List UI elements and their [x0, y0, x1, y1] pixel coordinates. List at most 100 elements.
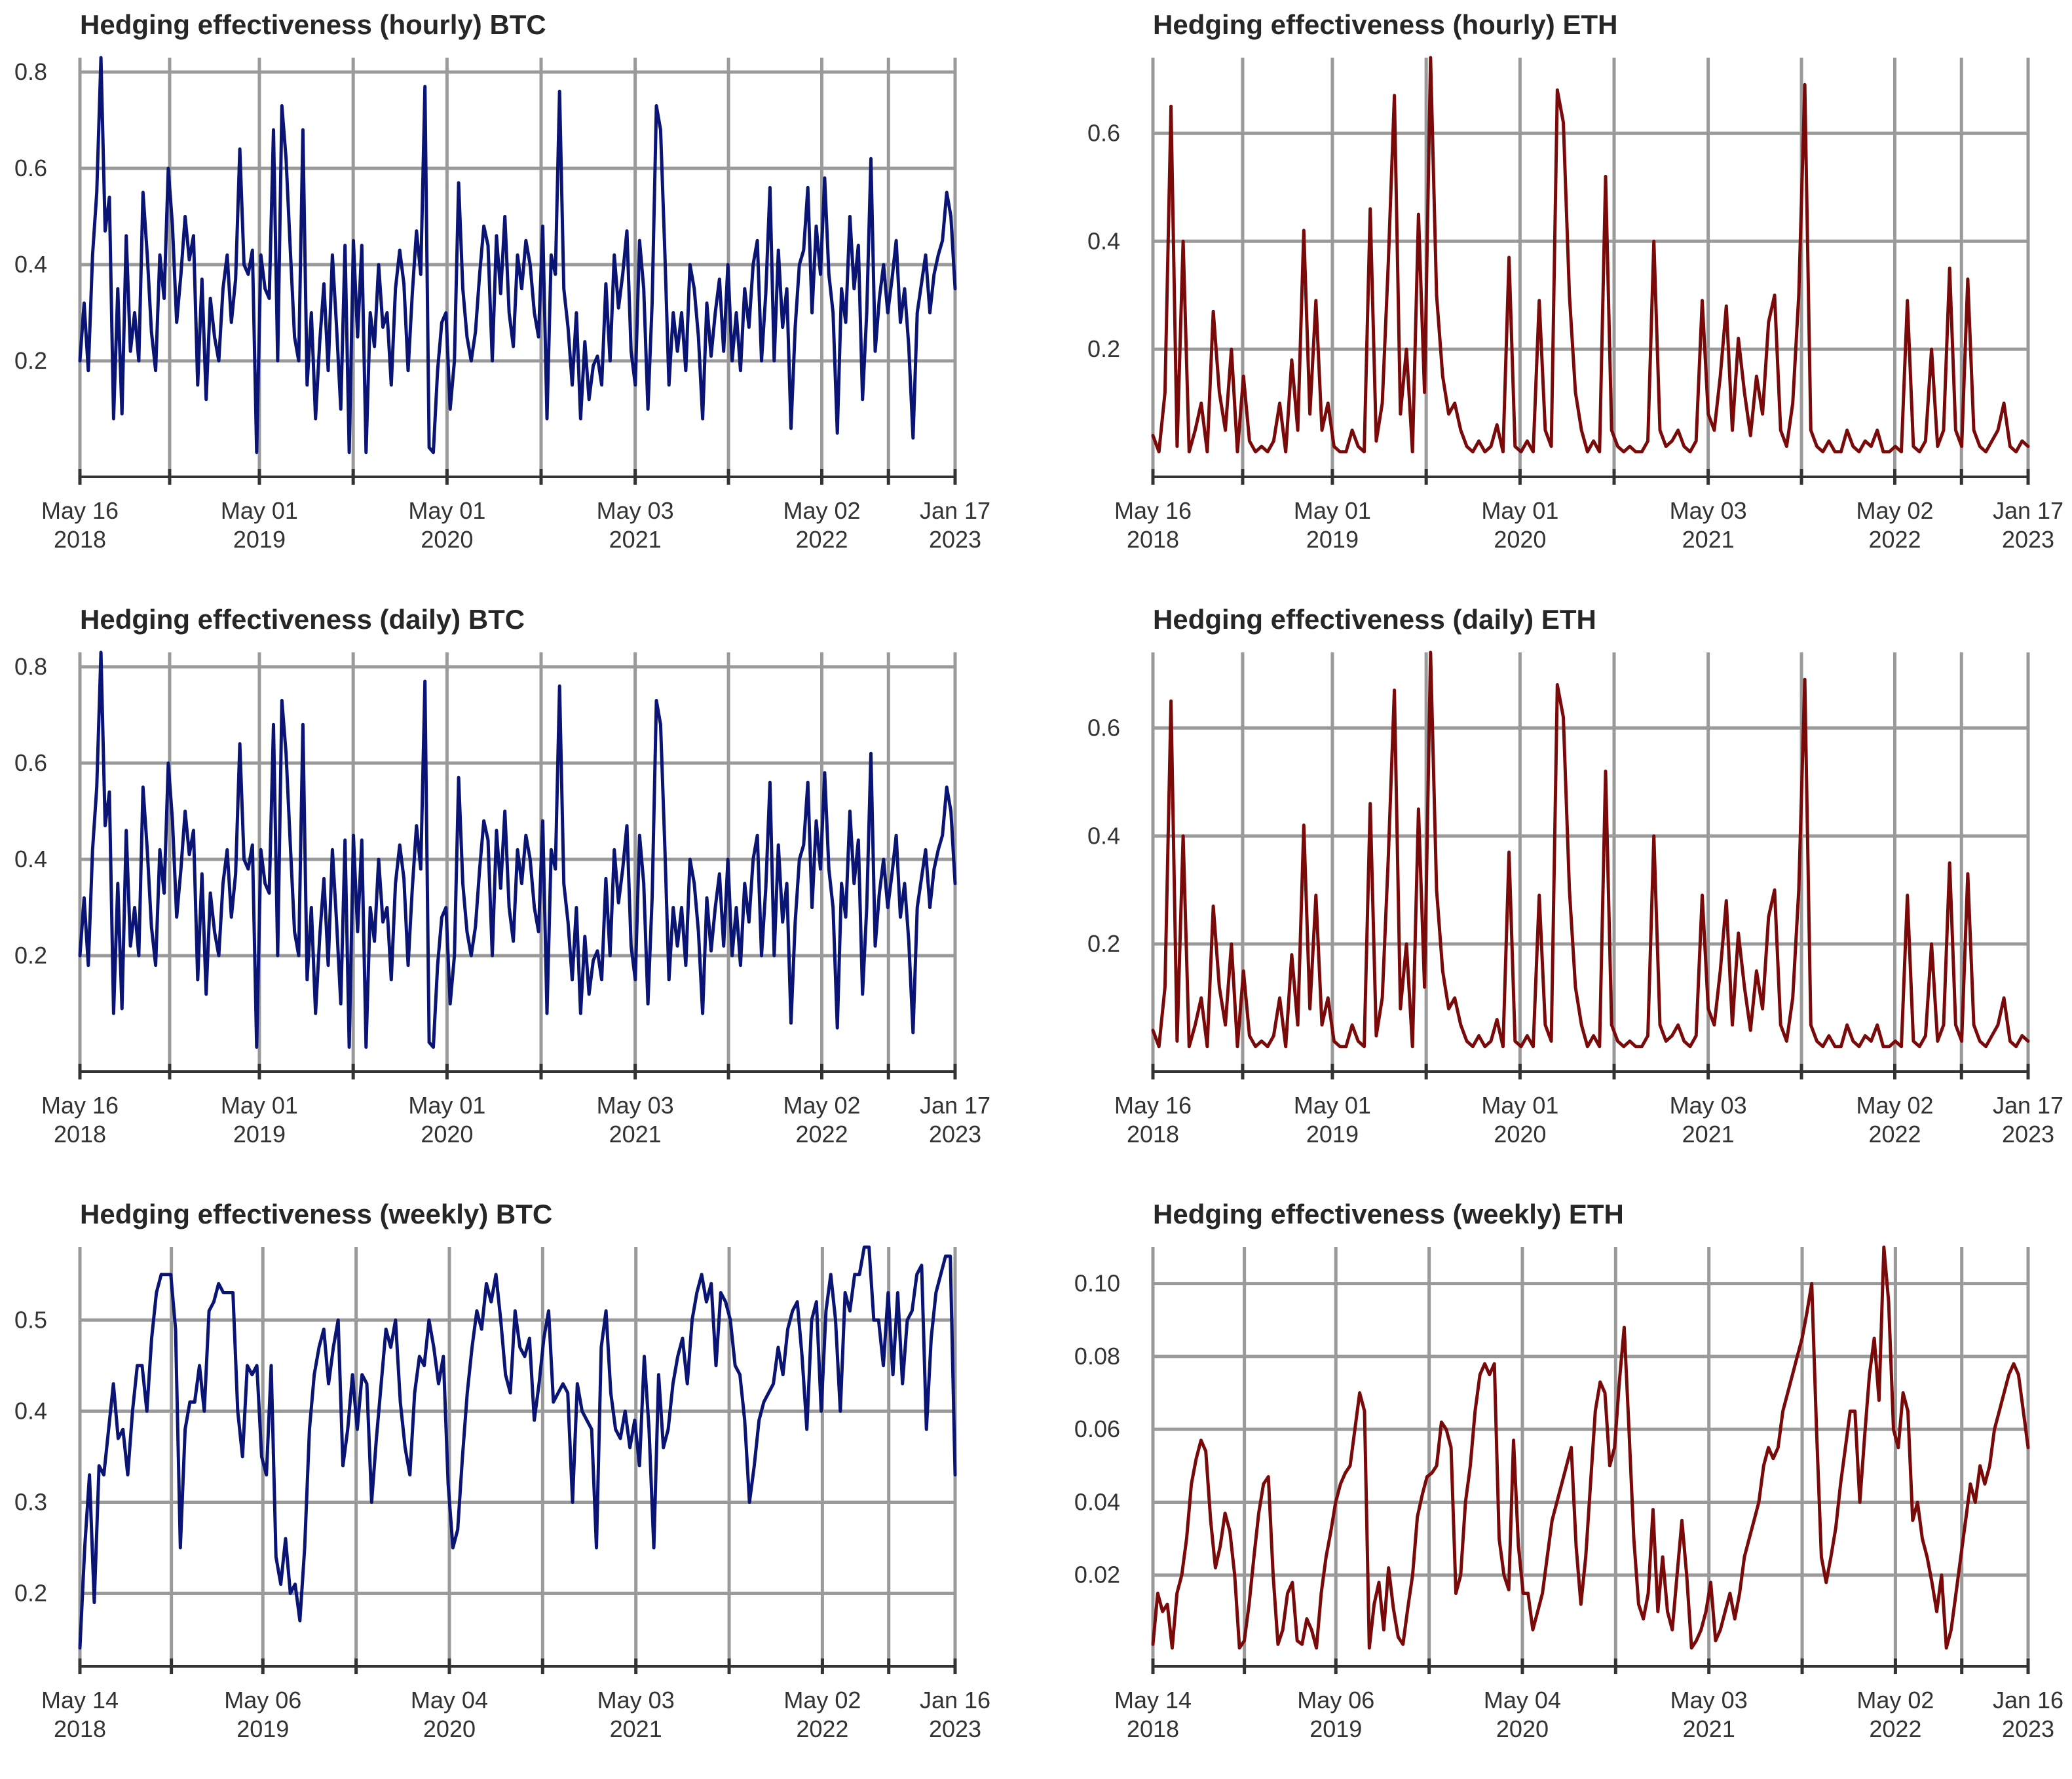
x-tick-label: May 02 [783, 1687, 861, 1713]
panel-daily-btc: Hedging effectiveness (daily) BTC 0.2 0.4… [0, 595, 1035, 1184]
x-tick-label: May 16 [1114, 497, 1192, 524]
y-tick-label: 0.10 [1074, 1270, 1120, 1297]
y-tick-label: 0.6 [14, 155, 47, 181]
x-tick-label: May 02 [1856, 1687, 1934, 1713]
y-tick-label: 0.2 [14, 942, 47, 969]
x-tick-year: 2020 [1494, 526, 1546, 553]
x-tick-label: May 02 [783, 1092, 860, 1119]
y-tick-label: 0.4 [14, 251, 47, 278]
x-tick-label: May 16 [41, 1092, 119, 1119]
x-tick-year: 2018 [54, 1121, 106, 1148]
x-tick-year: 2023 [2002, 526, 2054, 553]
y-tick-label: 0.4 [14, 846, 47, 872]
x-tick-year: 2021 [1682, 526, 1735, 553]
x-tick-label: May 02 [1856, 1092, 1933, 1119]
x-tick-label: May 04 [411, 1687, 488, 1713]
x-tick-label: May 03 [1670, 497, 1747, 524]
x-tick-year: 2021 [610, 1715, 662, 1742]
x-tick-label: May 01 [1481, 497, 1558, 524]
panel-weekly-eth: Hedging effectiveness (weekly) ETH 0.02 0… [1036, 1189, 2071, 1779]
y-tick-label: 0.3 [14, 1488, 47, 1515]
x-tick-year: 2020 [421, 1121, 473, 1148]
chart-hourly-btc: Hedging effectiveness (hourly) BTC 0.2 0.… [14, 9, 990, 553]
x-tick-year: 2021 [609, 1121, 662, 1148]
x-tick-year: 2018 [54, 1715, 106, 1742]
panel-hourly-btc: Hedging effectiveness (hourly) BTC 0.2 0.… [0, 0, 1035, 590]
y-tick-label: 0.2 [1087, 930, 1120, 957]
panel-weekly-btc: Hedging effectiveness (weekly) BTC 0.2 0.… [0, 1189, 1035, 1779]
y-tick-label: 0.4 [14, 1397, 47, 1424]
chart-daily-btc: Hedging effectiveness (daily) BTC 0.2 0.4… [14, 604, 990, 1148]
y-tick-label: 0.8 [14, 653, 47, 680]
series-line-eth [1151, 650, 2030, 1049]
x-tick-label: May 16 [41, 497, 119, 524]
y-tick-label: 0.2 [14, 1580, 47, 1607]
x-tick-label: May 03 [597, 497, 674, 524]
x-tick-label: May 02 [1856, 497, 1933, 524]
x-tick-year: 2020 [421, 526, 473, 553]
y-tick-label: 0.8 [14, 58, 47, 85]
y-tick-label: 0.6 [14, 749, 47, 776]
chart-title: Hedging effectiveness (hourly) ETH [1153, 9, 1617, 40]
x-tick-year: 2022 [796, 1715, 848, 1742]
x-tick-year: 2019 [1306, 1121, 1359, 1148]
x-tick-label: May 03 [597, 1687, 675, 1713]
x-tick-year: 2018 [1127, 1715, 1179, 1742]
series-line-eth [1151, 1245, 2030, 1650]
chart-weekly-btc: Hedging effectiveness (weekly) BTC 0.2 0.… [14, 1199, 990, 1742]
panel-daily-eth: Hedging effectiveness (daily) ETH 0.2 0.4… [1036, 595, 2071, 1184]
x-tick-year: 2022 [1868, 526, 1921, 553]
x-tick-year: 2019 [233, 526, 286, 553]
x-tick-label: May 03 [597, 1092, 674, 1119]
x-tick-year: 2023 [2002, 1121, 2054, 1148]
series-line-eth [1151, 56, 2030, 454]
x-tick-year: 2018 [1127, 526, 1179, 553]
x-tick-label: Jan 17 [1993, 1092, 2063, 1119]
x-tick-year: 2021 [1683, 1715, 1735, 1742]
x-tick-year: 2020 [1494, 1121, 1546, 1148]
x-tick-label: May 14 [41, 1687, 119, 1713]
y-tick-label: 0.2 [1087, 335, 1120, 362]
x-tick-label: May 06 [224, 1687, 301, 1713]
x-tick-year: 2018 [1127, 1121, 1179, 1148]
x-tick-year: 2023 [929, 1715, 981, 1742]
chart-weekly-eth: Hedging effectiveness (weekly) ETH 0.02 0… [1074, 1199, 2063, 1742]
x-tick-label: May 02 [783, 497, 860, 524]
panel-hourly-eth: Hedging effectiveness (hourly) ETH 0.2 0.… [1036, 0, 2071, 590]
x-tick-label: May 01 [221, 497, 298, 524]
y-tick-label: 0.02 [1074, 1562, 1120, 1588]
x-tick-year: 2022 [1869, 1715, 1921, 1742]
series-line-btc [78, 56, 957, 455]
x-tick-year: 2021 [1682, 1121, 1735, 1148]
x-tick-year: 2022 [1868, 1121, 1921, 1148]
x-tick-label: May 01 [1294, 497, 1371, 524]
x-tick-label: May 16 [1114, 1092, 1192, 1119]
y-tick-label: 0.2 [14, 347, 47, 374]
y-tick-label: 0.06 [1074, 1415, 1120, 1442]
x-tick-year: 2023 [929, 1121, 981, 1148]
x-tick-label: May 03 [1670, 1092, 1747, 1119]
y-tick-label: 0.08 [1074, 1343, 1120, 1370]
x-tick-label: May 01 [1294, 1092, 1371, 1119]
x-tick-year: 2020 [423, 1715, 476, 1742]
series-line-btc [78, 1245, 957, 1650]
x-tick-year: 2021 [609, 526, 662, 553]
y-tick-label: 0.6 [1087, 119, 1120, 146]
x-tick-label: Jan 16 [920, 1687, 990, 1713]
x-tick-year: 2019 [236, 1715, 289, 1742]
series-line-btc [78, 650, 957, 1049]
chart-title: Hedging effectiveness (daily) BTC [80, 604, 525, 635]
y-tick-label: 0.04 [1074, 1488, 1120, 1515]
x-tick-year: 2018 [54, 526, 106, 553]
x-tick-year: 2023 [2002, 1715, 2054, 1742]
x-tick-year: 2019 [1309, 1715, 1362, 1742]
chart-hourly-eth: Hedging effectiveness (hourly) ETH 0.2 0.… [1087, 9, 2063, 553]
x-tick-year: 2023 [929, 526, 981, 553]
x-tick-label: May 01 [408, 1092, 485, 1119]
y-tick-label: 0.6 [1087, 714, 1120, 741]
x-tick-label: May 03 [1670, 1687, 1748, 1713]
x-tick-label: Jan 17 [920, 497, 990, 524]
x-tick-year: 2022 [795, 526, 848, 553]
x-tick-label: May 14 [1114, 1687, 1192, 1713]
x-tick-label: May 01 [221, 1092, 298, 1119]
